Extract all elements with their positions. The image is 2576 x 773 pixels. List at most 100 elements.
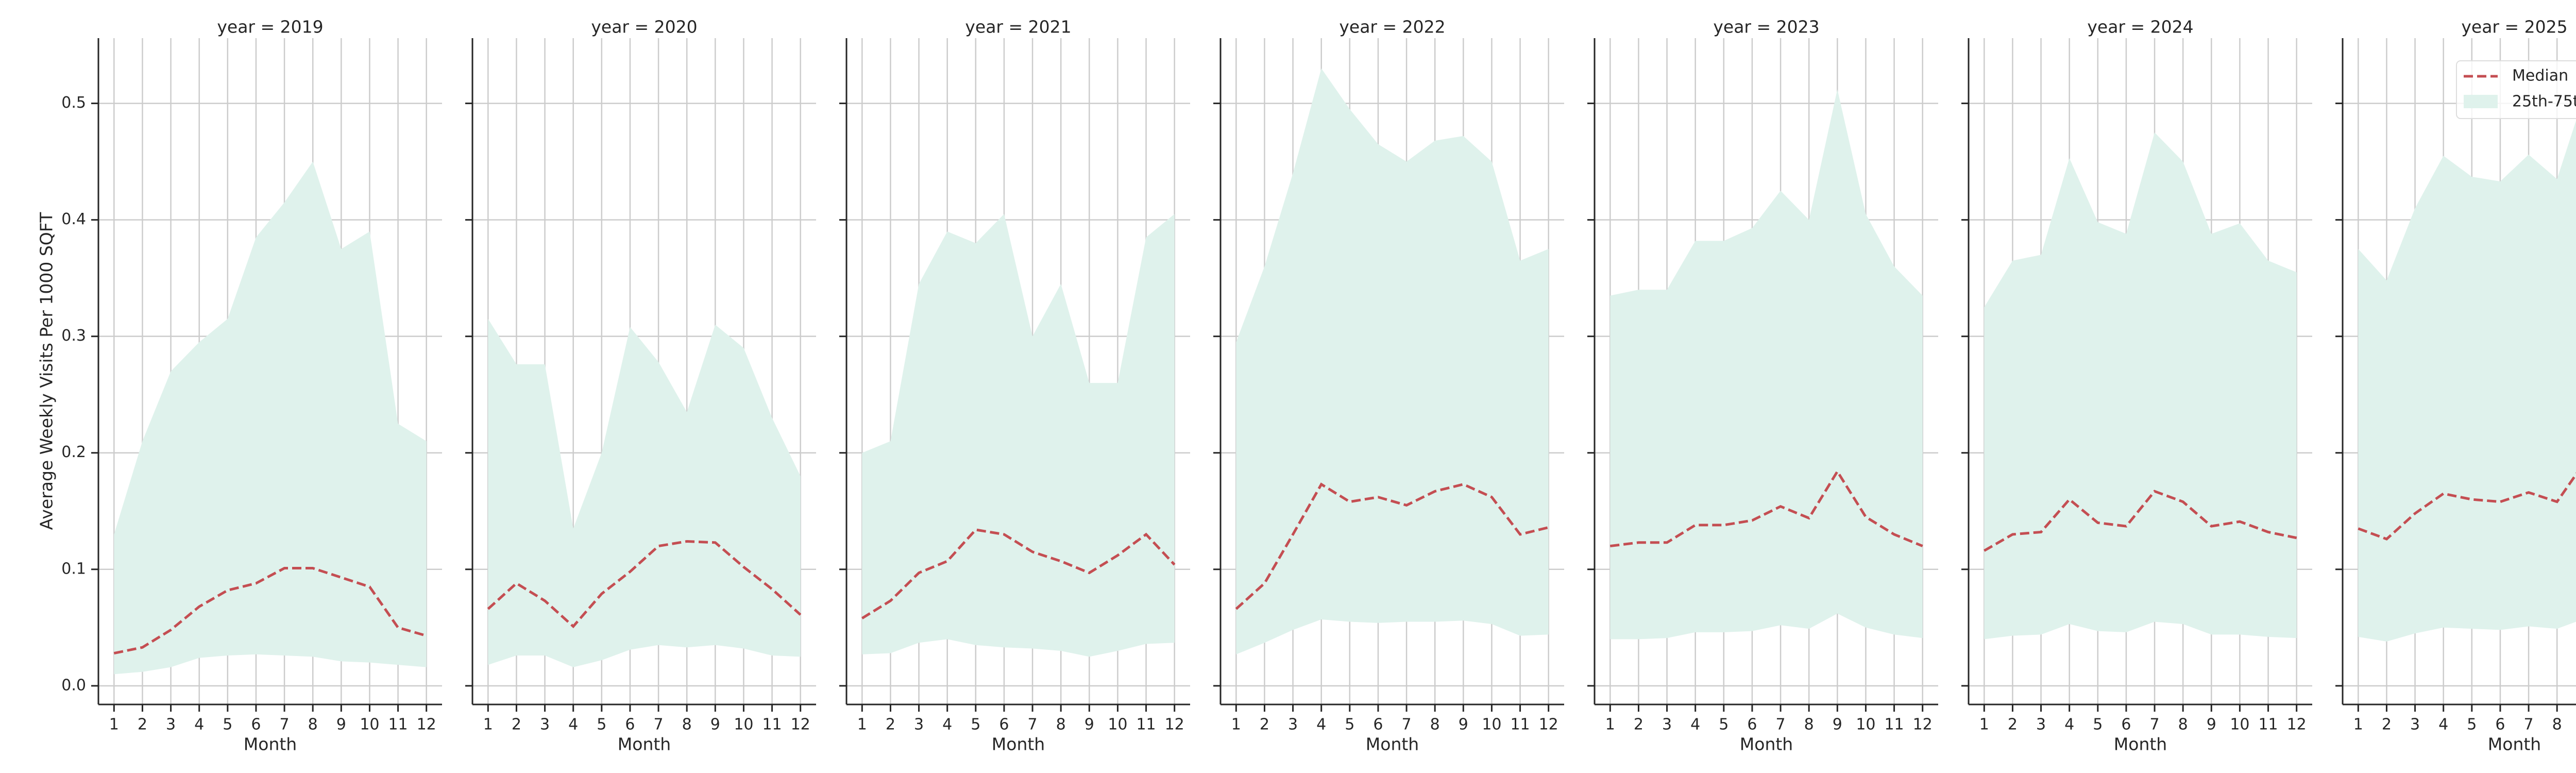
x-tick-label: 5 xyxy=(971,716,980,734)
x-tick-label: 5 xyxy=(2467,716,2477,734)
x-tick-label: 1 xyxy=(857,716,867,734)
panel-title: year = 2024 xyxy=(2087,17,2193,37)
x-tick-label: 9 xyxy=(710,716,720,734)
x-tick-label: 10 xyxy=(360,716,379,734)
x-tick-label: 5 xyxy=(597,716,606,734)
x-tick-label: 6 xyxy=(999,716,1009,734)
x-tick-label: 2 xyxy=(2008,716,2018,734)
median-line xyxy=(487,540,802,629)
x-tick-label: 3 xyxy=(2036,716,2046,734)
percentile-band xyxy=(1236,68,1549,654)
x-tick-label: 4 xyxy=(568,716,578,734)
x-tick-label: 5 xyxy=(1345,716,1354,734)
x-tick-label: 11 xyxy=(1884,716,1904,734)
panel-title: year = 2019 xyxy=(217,17,323,37)
x-tick-label: 4 xyxy=(1316,716,1326,734)
x-tick-label: 4 xyxy=(942,716,952,734)
x-tick-label: 1 xyxy=(1231,716,1241,734)
median-line xyxy=(861,528,1176,619)
x-axis-label: Month xyxy=(1740,734,1793,754)
percentile-band xyxy=(114,161,427,675)
x-tick-label: 8 xyxy=(1804,716,1814,734)
x-tick-label: 11 xyxy=(1136,716,1156,734)
x-tick-label: 9 xyxy=(1459,716,1468,734)
x-tick-label: 6 xyxy=(625,716,635,734)
x-tick-label: 1 xyxy=(1605,716,1615,734)
x-tick-label: 9 xyxy=(1084,716,1094,734)
x-tick-label: 6 xyxy=(2121,716,2131,734)
panel-title: year = 2023 xyxy=(1713,17,1819,37)
x-tick-label: 5 xyxy=(2093,716,2103,734)
percentile-band xyxy=(862,214,1175,657)
x-tick-label: 3 xyxy=(540,716,550,734)
percentile-band xyxy=(488,318,801,667)
x-tick-label: 4 xyxy=(1690,716,1700,734)
x-tick-label: 2 xyxy=(138,716,147,734)
panel-title: year = 2021 xyxy=(965,17,1071,37)
x-tick-label: 5 xyxy=(223,716,232,734)
x-tick-label: 8 xyxy=(2552,716,2562,734)
x-tick-label: 6 xyxy=(1373,716,1383,734)
panel-title: year = 2020 xyxy=(591,17,697,37)
x-tick-label: 6 xyxy=(2495,716,2505,734)
x-tick-label: 2 xyxy=(1634,716,1643,734)
x-tick-label: 9 xyxy=(2207,716,2216,734)
x-tick-label: 11 xyxy=(2258,716,2278,734)
panel-title: year = 2025 xyxy=(2461,17,2567,37)
y-tick-label: 0.2 xyxy=(61,443,86,461)
x-tick-label: 8 xyxy=(308,716,318,734)
x-tick-label: 7 xyxy=(280,716,290,734)
legend-swatch xyxy=(2464,95,2498,108)
x-tick-label: 10 xyxy=(1856,716,1875,734)
x-tick-label: 3 xyxy=(166,716,176,734)
x-tick-label: 3 xyxy=(2410,716,2420,734)
x-tick-label: 7 xyxy=(2150,716,2160,734)
x-axis-label: Month xyxy=(244,734,297,754)
x-tick-label: 1 xyxy=(2353,716,2363,734)
x-axis-label: Month xyxy=(618,734,671,754)
x-tick-label: 10 xyxy=(2230,716,2249,734)
x-tick-label: 11 xyxy=(762,716,782,734)
x-axis-label: Month xyxy=(2114,734,2167,754)
x-tick-label: 12 xyxy=(1913,716,1933,734)
median-line xyxy=(1235,482,1549,610)
x-tick-label: 5 xyxy=(1719,716,1728,734)
x-tick-label: 10 xyxy=(1482,716,1501,734)
x-tick-label: 8 xyxy=(1056,716,1066,734)
x-tick-label: 10 xyxy=(734,716,753,734)
y-tick-label: 0.1 xyxy=(61,560,86,578)
x-tick-label: 12 xyxy=(791,716,810,734)
legend-label: Median xyxy=(2512,67,2568,85)
percentile-band xyxy=(1610,89,1923,640)
x-axis-label: Month xyxy=(992,734,1045,754)
median-line xyxy=(1610,469,1923,548)
y-tick-label: 0.4 xyxy=(61,210,86,228)
x-tick-label: 8 xyxy=(2178,716,2188,734)
median-line xyxy=(2358,472,2576,541)
x-tick-label: 7 xyxy=(1028,716,1038,734)
x-tick-label: 7 xyxy=(654,716,664,734)
x-tick-label: 3 xyxy=(1288,716,1298,734)
x-tick-label: 2 xyxy=(2382,716,2392,734)
x-tick-label: 2 xyxy=(1260,716,1269,734)
x-tick-label: 6 xyxy=(251,716,261,734)
x-tick-label: 2 xyxy=(886,716,895,734)
x-tick-label: 4 xyxy=(194,716,204,734)
percentile-band xyxy=(2358,121,2576,642)
x-tick-label: 2 xyxy=(512,716,521,734)
x-tick-label: 1 xyxy=(1979,716,1989,734)
x-tick-label: 10 xyxy=(1108,716,1127,734)
x-tick-label: 3 xyxy=(914,716,924,734)
x-tick-label: 11 xyxy=(388,716,408,734)
panel-title: year = 2022 xyxy=(1339,17,1445,37)
median-line xyxy=(113,567,427,654)
y-tick-label: 0.3 xyxy=(61,327,86,345)
x-tick-label: 8 xyxy=(682,716,692,734)
x-tick-label: 12 xyxy=(417,716,436,734)
y-axis-label: Average Weekly Visits Per 1000 SQFT xyxy=(37,212,57,530)
x-tick-label: 7 xyxy=(2524,716,2534,734)
x-axis-label: Month xyxy=(2488,734,2541,754)
x-tick-label: 9 xyxy=(336,716,346,734)
x-tick-label: 3 xyxy=(1662,716,1672,734)
